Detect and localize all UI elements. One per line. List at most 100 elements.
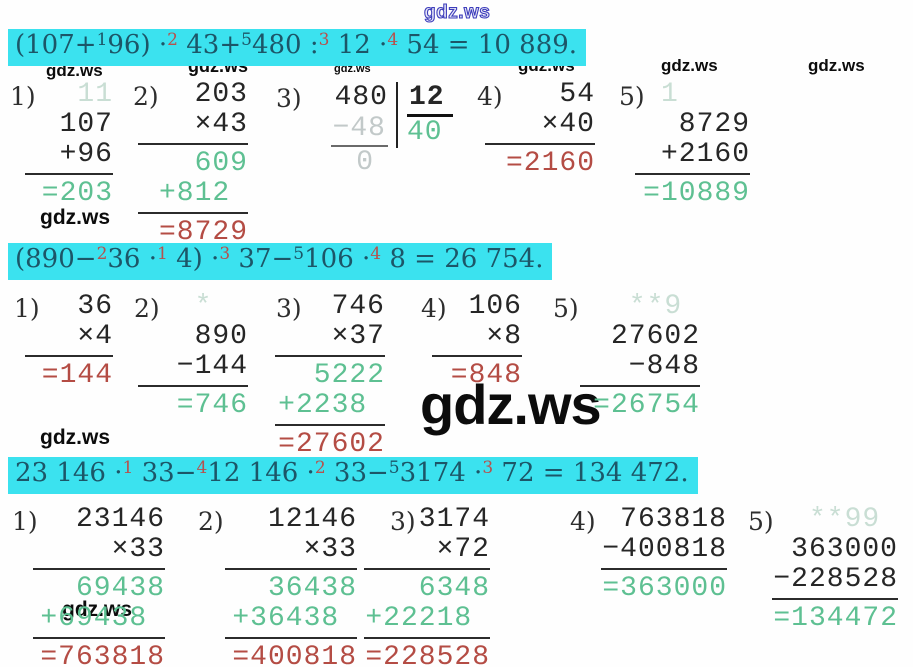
- order-superscript: 1: [96, 30, 108, 50]
- column-calc-multiplication: 23146 ×33 69438 +69438 =763818: [33, 505, 165, 667]
- sum-rule: [772, 598, 898, 600]
- calc-row: **9: [628, 291, 700, 322]
- order-superscript: 4: [196, 458, 208, 478]
- sum-rule: [225, 637, 357, 639]
- step-label: 5): [748, 507, 774, 536]
- division-remainder: 0: [356, 147, 374, 178]
- calc-row: 106: [468, 291, 522, 322]
- step-label: 2): [133, 82, 159, 111]
- calc-row: +812: [158, 178, 248, 209]
- calc-row: 203: [194, 79, 248, 110]
- calc-row: =203: [41, 178, 113, 209]
- calc-row: 54: [559, 79, 595, 110]
- equation-text: (107+: [15, 30, 97, 60]
- calc-row: 11: [77, 79, 113, 110]
- gdzws-watermark: gdz.ws: [334, 63, 371, 75]
- equation-text: 96) ·: [107, 30, 168, 60]
- equation-text: 12 ·: [329, 30, 388, 60]
- equation-text: 4) ·: [167, 244, 220, 274]
- calc-row: *: [194, 291, 248, 322]
- calc-row: 8729: [678, 109, 750, 140]
- order-superscript: 3: [318, 30, 330, 50]
- calc-row: 107: [59, 109, 113, 140]
- sum-rule: [225, 568, 357, 570]
- division-right-column: 12 40: [396, 82, 453, 148]
- step-label: 3): [276, 84, 302, 113]
- column-calc-addition: 11 107 +96 =203: [25, 80, 113, 209]
- calc-row: 6348: [418, 573, 490, 604]
- sum-rule: [275, 424, 385, 426]
- equation-2: (890−236 ·1 4) ·3 37−5106 ·4 8 = 26 754.: [8, 243, 553, 280]
- equation-text: 37−: [230, 244, 294, 274]
- column-calc-subtraction: * 890 −144 =746: [138, 292, 248, 421]
- calc-row: =400818: [232, 642, 357, 667]
- gdzws-watermark-large: gdz.ws: [420, 373, 602, 436]
- column-calc-multiplication: 746 ×37 5222 +2238 =27602: [275, 292, 385, 460]
- equation-text: (890−: [15, 244, 97, 274]
- equation-text: 43+: [177, 30, 242, 60]
- calc-row: −144: [176, 351, 248, 382]
- equation-text: 3174 ·: [399, 458, 483, 488]
- calc-row: ×33: [303, 534, 357, 565]
- calc-row: +2160: [660, 139, 750, 170]
- sum-rule: [138, 212, 248, 214]
- order-superscript: 5: [241, 30, 252, 50]
- gdzws-watermark: gdz.ws: [808, 56, 865, 75]
- calc-row: 1: [660, 79, 750, 110]
- step-label: 4): [570, 507, 596, 536]
- calc-row: ×37: [331, 321, 385, 352]
- order-superscript: 5: [293, 244, 305, 264]
- equation-text: 480 :: [251, 30, 319, 60]
- calc-row: =134472: [773, 603, 898, 634]
- equation-text: 33−: [325, 458, 389, 488]
- quotient: 40: [407, 117, 443, 148]
- step-label: 3): [390, 507, 416, 536]
- division-left-column: 480 −48 0: [298, 82, 396, 178]
- calc-row: ×72: [436, 534, 490, 565]
- sum-rule: [25, 173, 113, 175]
- calc-row: +36438: [232, 603, 357, 634]
- order-superscript: 4: [370, 244, 382, 264]
- step-label: 1): [14, 294, 40, 323]
- column-calc-addition: 1 8729 +2160 =10889: [635, 80, 750, 209]
- division-subtrahend: −48: [330, 113, 388, 147]
- sum-rule: [275, 355, 385, 357]
- calc-row: −228528: [773, 564, 898, 595]
- calc-row: 27602: [610, 321, 700, 352]
- long-division: 480 −48 0 12 40: [298, 82, 453, 178]
- calc-row: =10889: [643, 178, 750, 209]
- column-calc-subtraction: 763818 −400818 =363000: [601, 505, 727, 604]
- equation-text: 12 146 ·: [207, 458, 315, 488]
- gdzws-watermark: gdz.ws: [40, 206, 111, 229]
- sum-rule: [635, 173, 750, 175]
- calc-row: 69438: [75, 573, 165, 604]
- sum-rule: [33, 568, 165, 570]
- column-calc-multiplication: 3174 ×72 6348 +22218 =228528: [364, 505, 490, 667]
- order-superscript: 5: [388, 458, 400, 478]
- calc-row: 36438: [267, 573, 357, 604]
- step-label: 1): [12, 507, 38, 536]
- step-label: 5): [553, 294, 579, 323]
- calc-row: **99: [808, 504, 898, 535]
- calc-row: ×8: [486, 321, 522, 352]
- sum-rule: [580, 385, 700, 387]
- calc-row: ×43: [194, 109, 248, 140]
- step-label: 2): [198, 507, 224, 536]
- column-calc-multiplication: 12146 ×33 36438 +36438 =400818: [225, 505, 357, 667]
- sum-rule: [485, 143, 595, 145]
- equation-text: 36 ·: [107, 244, 158, 274]
- calc-row: =746: [176, 390, 248, 421]
- order-superscript: 2: [314, 458, 326, 478]
- order-superscript: 3: [219, 244, 231, 264]
- equation-text: 54 = 10 889.: [398, 30, 578, 60]
- calc-row: =2160: [505, 148, 595, 179]
- order-superscript: 2: [167, 30, 178, 50]
- calc-row: =763818: [40, 642, 165, 667]
- column-calc-subtraction: **9 27602 −848 =26754: [580, 292, 700, 421]
- equation-text: 33−: [133, 458, 197, 488]
- step-label: 4): [477, 82, 503, 111]
- calc-row: ×40: [541, 109, 595, 140]
- calc-row: ×33: [111, 534, 165, 565]
- gdzws-watermark: gdz.ws: [62, 598, 133, 621]
